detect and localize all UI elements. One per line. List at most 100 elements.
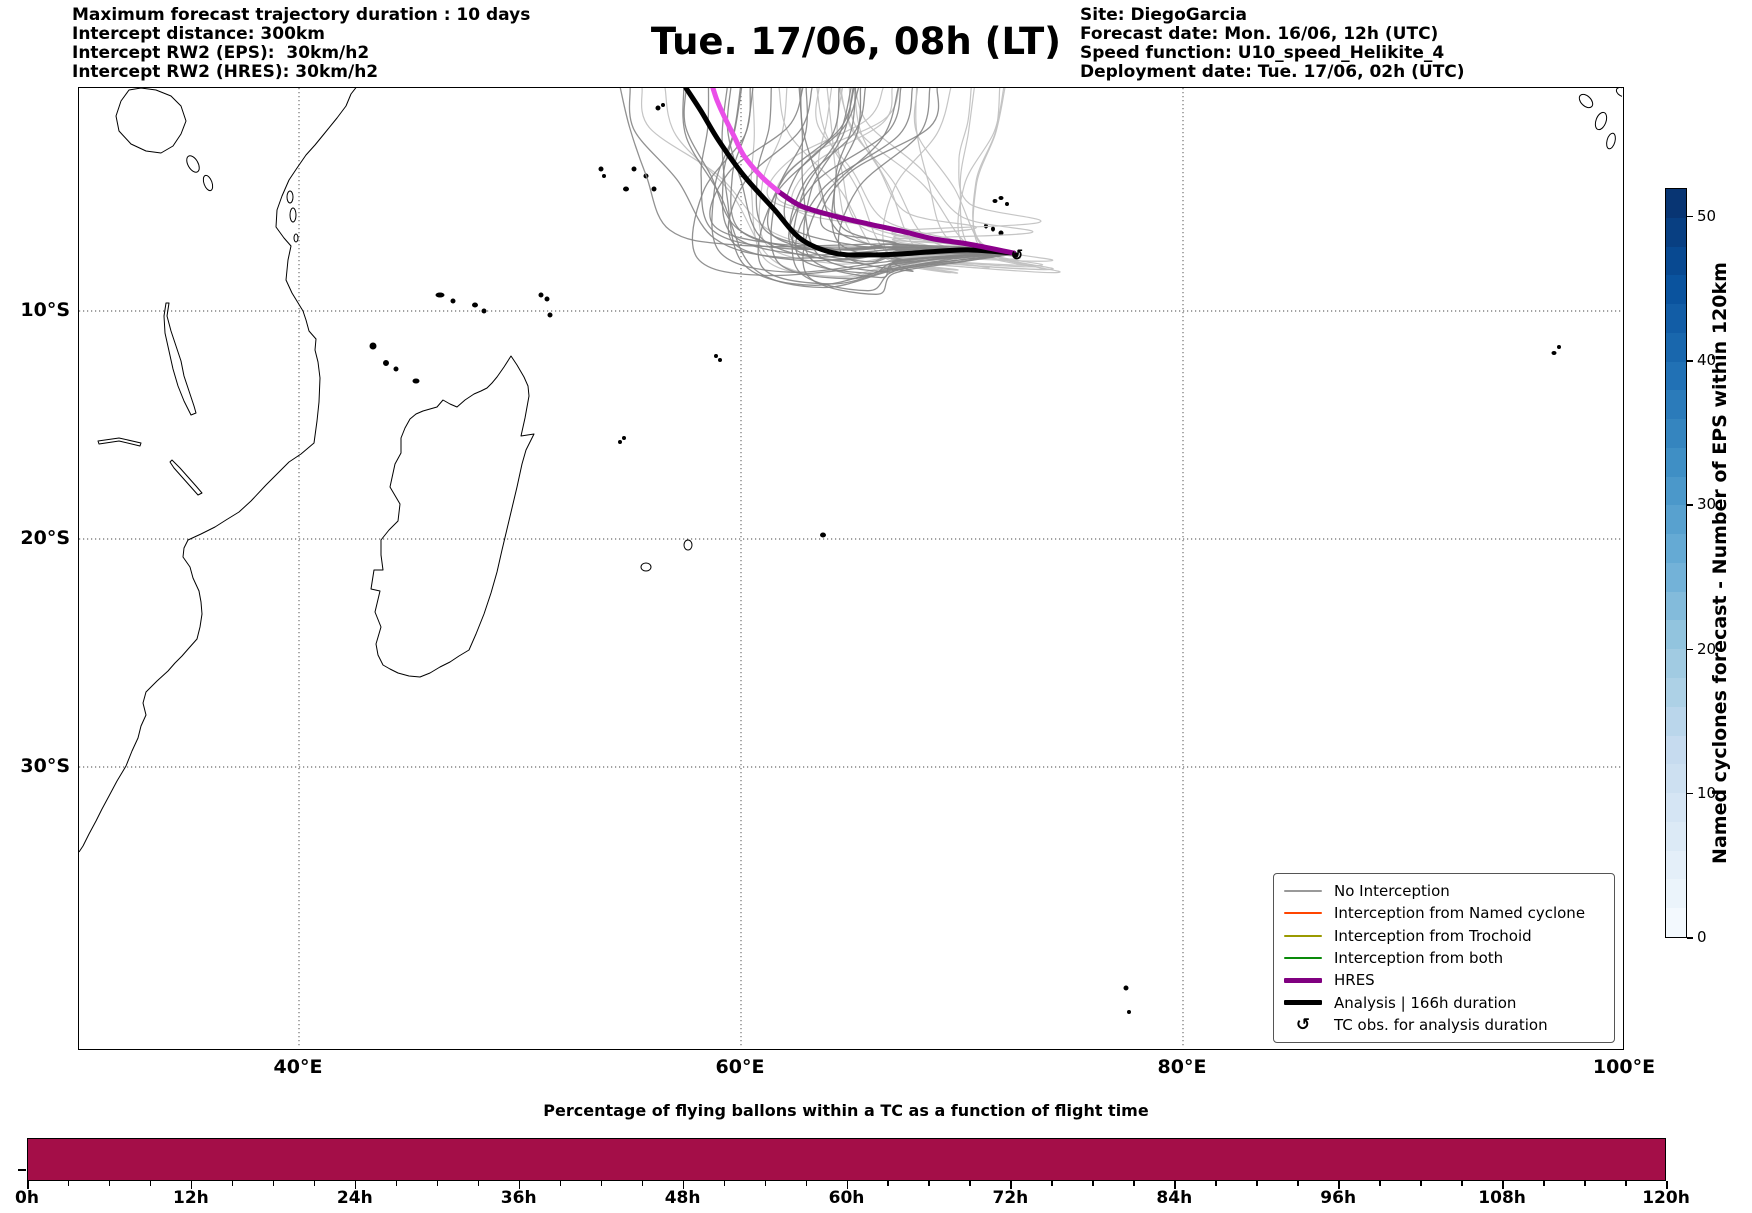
eps-member-track: [619, 88, 1016, 255]
eps-member-track: [803, 88, 1016, 279]
island: [1005, 202, 1009, 206]
header-param-line: Intercept distance: 300km: [72, 24, 325, 44]
bottom-axis-tick: [559, 1181, 562, 1186]
legend-line-sample: [1284, 977, 1322, 983]
legend-row: No Interception: [1284, 883, 1604, 899]
bottom-axis-tick: [641, 1181, 644, 1186]
colorbar-step: [1666, 534, 1686, 563]
legend-row: Interception from both: [1284, 950, 1604, 966]
hres-track: [775, 188, 1017, 256]
island: [998, 230, 1004, 236]
island: [1127, 1010, 1131, 1014]
island: [998, 196, 1004, 200]
island: [481, 308, 487, 314]
island: [1606, 132, 1616, 150]
coastline: [115, 88, 187, 154]
island: [293, 233, 299, 243]
bottom-axis-tick-label: 72h: [992, 1188, 1029, 1208]
header-param-line: Intercept RW2 (EPS): 30km/h2: [72, 43, 370, 63]
colorbar-step: [1666, 332, 1686, 362]
header-right-params: Site: DiegoGarcia Forecast date: Mon. 16/…: [1080, 6, 1465, 82]
bottom-chart-title: Percentage of flying ballons within a TC…: [543, 1101, 1149, 1120]
bottom-axis-tick: [723, 1181, 726, 1186]
bottom-axis-tick: [395, 1181, 398, 1186]
bottom-axis-tick: [928, 1181, 930, 1186]
colorbar-step: [1666, 678, 1686, 707]
bottom-axis-tick: [1584, 1181, 1586, 1186]
coastline: [370, 355, 535, 678]
header-left-params: Maximum forecast trajectory duration : 1…: [72, 6, 530, 82]
island: [1551, 351, 1557, 355]
colorbar-step: [1666, 447, 1686, 477]
colorbar: [1665, 188, 1687, 938]
legend-label: TC obs. for analysis duration: [1334, 1015, 1548, 1034]
island: [991, 226, 995, 232]
bottom-axis-tick: [27, 1181, 29, 1189]
eps-member-track: [770, 88, 1016, 280]
header-param-line: Maximum forecast trajectory duration : 1…: [72, 5, 531, 25]
eps-member-track: [819, 88, 1016, 255]
island: [683, 539, 693, 551]
bottom-axis-tick: [1338, 1181, 1340, 1189]
bottom-axis-tick: [354, 1181, 357, 1189]
island: [820, 532, 826, 538]
colorbar-step: [1666, 390, 1686, 420]
bottom-axis-tick-label: 24h: [336, 1188, 373, 1208]
legend-line-sample: [1284, 890, 1322, 893]
island: [547, 312, 553, 318]
bottom-axis-tick: [1379, 1181, 1381, 1186]
colorbar-step: [1666, 735, 1686, 765]
island: [602, 174, 606, 178]
colorbar-tick-mark: [1687, 215, 1693, 218]
bottom-axis-tick: [272, 1181, 275, 1186]
colorbar-step: [1666, 217, 1686, 247]
coastline: [97, 437, 142, 447]
island: [286, 190, 294, 204]
eps-member-track: [816, 88, 1016, 271]
colorbar-step: [1666, 361, 1686, 391]
colorbar-step: [1666, 793, 1686, 822]
colorbar-step: [1666, 562, 1686, 592]
island: [544, 296, 550, 302]
colorbar-step: [1666, 591, 1686, 621]
colorbar-label: Named cyclones forecast - Number of EPS …: [1709, 262, 1731, 864]
lon-tick-label: 60°E: [715, 1056, 765, 1078]
island: [640, 562, 652, 572]
bottom-axis-tick-label: 12h: [173, 1188, 209, 1208]
legend-label: Analysis | 166h duration: [1334, 993, 1517, 1012]
island: [623, 186, 629, 192]
bottom-chart-y-tick: [18, 1169, 26, 1171]
colorbar-step: [1666, 189, 1686, 218]
legend-label: Interception from Named cyclone: [1334, 904, 1586, 923]
colorbar-tick-mark: [1687, 504, 1693, 506]
island: [412, 378, 420, 384]
colorbar-step: [1666, 821, 1686, 851]
island: [186, 155, 200, 173]
bottom-axis-tick-label: 0h: [15, 1188, 39, 1208]
bottom-axis-tick: [1461, 1181, 1463, 1186]
legend-label: HRES: [1334, 971, 1375, 990]
colorbar-step: [1666, 649, 1686, 679]
bottom-axis-tick: [518, 1181, 521, 1189]
bottom-axis-tick: [1092, 1181, 1094, 1186]
bottom-axis-tick-label: 84h: [1156, 1188, 1193, 1208]
bottom-axis-tick: [1666, 1181, 1668, 1189]
bottom-axis-tick: [1010, 1181, 1012, 1189]
bottom-axis-tick-label: 96h: [1320, 1188, 1357, 1208]
bottom-axis-tick: [1420, 1181, 1422, 1186]
lat-tick-label: 10°S: [20, 299, 70, 321]
bottom-axis-tick: [313, 1181, 316, 1186]
tc-obs-icon: ↺: [1295, 1014, 1311, 1035]
bottom-axis-tick: [436, 1181, 439, 1186]
colorbar-step: [1666, 850, 1686, 880]
island: [369, 342, 377, 350]
tc-position-dot: [1013, 252, 1019, 258]
bottom-axis-tick: [1297, 1181, 1299, 1186]
colorbar-tick-label: 20: [1697, 639, 1717, 658]
lon-tick-label: 100°E: [1592, 1056, 1656, 1078]
bottom-axis-tick-label: 36h: [500, 1188, 537, 1208]
bottom-axis-tick: [1502, 1181, 1504, 1189]
island: [598, 166, 604, 172]
colorbar-step: [1666, 706, 1686, 736]
island: [631, 166, 637, 172]
